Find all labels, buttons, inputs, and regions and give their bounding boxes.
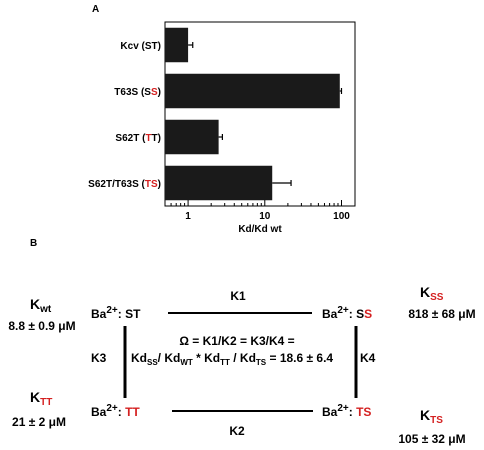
bar-chart: Kcv (ST) T63S (SS) S62T (TT) S62T/T63S (TS)… (88, 21, 356, 235)
equation-line-2: KdSS/ KdWT * KdTT / KdTS = 18.6 ± 6.4 (131, 351, 333, 367)
bar-3 (165, 165, 273, 201)
k-ts-label: KTS (420, 407, 443, 426)
x-tick-label-0: 1 (185, 211, 191, 222)
state-bottom-right: Ba2+: TS (322, 403, 371, 419)
state-top-right: Ba2+: SS (322, 305, 372, 321)
k-ts-value: 105 ± 32 μM (398, 432, 465, 446)
k2-label: K2 (229, 424, 245, 438)
k-ss-value: 818 ± 68 μM (408, 307, 475, 321)
k-wt-label: Kwt (30, 296, 52, 315)
x-tick-label-1: 10 (259, 211, 271, 222)
k4-label: K4 (360, 351, 376, 365)
category-label-1: T63S (SS) (114, 87, 161, 98)
bar-1 (165, 73, 340, 109)
panel-label-b: B (30, 238, 37, 249)
category-label-2: S62T (TT) (115, 133, 161, 144)
plot-frame (164, 21, 356, 207)
bar-0 (165, 27, 189, 63)
kinetic-scheme: Kwt 8.8 ± 0.9 μM KSS 818 ± 68 μM KTT 21 … (8, 284, 475, 446)
k-wt-value: 8.8 ± 0.9 μM (8, 319, 75, 333)
panel-label-a: A (92, 4, 99, 15)
k-tt-value: 21 ± 2 μM (12, 415, 66, 429)
equation-line-1: Ω = K1/K2 = K3/K4 = (179, 334, 294, 348)
bar-2 (165, 119, 219, 155)
x-tick-label-2: 100 (333, 211, 350, 222)
category-label-0: Kcv (ST) (120, 41, 161, 52)
k1-label: K1 (230, 289, 246, 303)
x-axis-label: Kd/Kd wt (238, 224, 282, 235)
k-tt-label: KTT (30, 389, 52, 408)
state-top-left: Ba2+: ST (91, 305, 141, 321)
category-label-3: S62T/T63S (TS) (88, 179, 161, 190)
k3-label: K3 (91, 351, 107, 365)
k-ss-label: KSS (420, 284, 444, 303)
state-bottom-left: Ba2+: TT (91, 403, 140, 419)
